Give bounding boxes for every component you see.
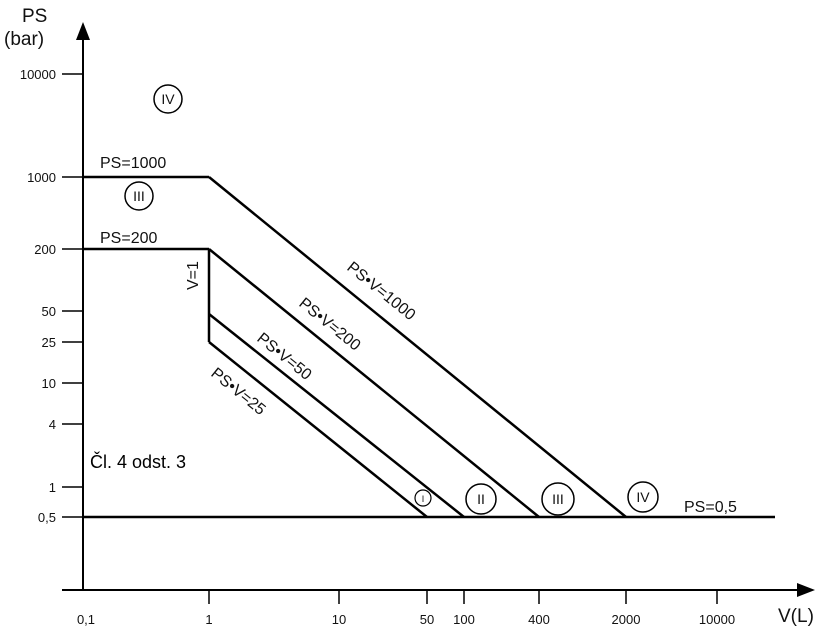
category-circle-1 (414, 489, 432, 507)
x-tick-label: 100 (453, 612, 475, 627)
psv-1000-line (208, 176, 627, 518)
boundary-lines (83, 175, 775, 519)
x-tick-label: 0,1 (77, 612, 95, 627)
category-label-top: IV (161, 91, 175, 107)
category-label-1: I (422, 494, 425, 504)
category-label-4: IV (636, 489, 650, 505)
y-axis-title-line1: PS (22, 6, 47, 27)
category-circles: IV III I II III IV (124, 84, 659, 516)
x-ticks (208, 590, 718, 604)
y-tick-label: 10000 (20, 67, 56, 82)
y-tick-label: 200 (34, 242, 56, 257)
y-tick-label: 1 (49, 480, 56, 495)
y-tick-label: 10 (42, 376, 56, 391)
psv-1000-label: PS•V=1000 (343, 259, 418, 324)
category-circle-2 (465, 483, 497, 515)
v-1-label: V=1 (185, 261, 202, 290)
ps-05-label: PS=0,5 (684, 499, 737, 516)
category-label-3: III (552, 491, 564, 507)
category-circle-top (153, 84, 183, 114)
psv-50-line (208, 313, 465, 518)
category-circle-4 (627, 481, 659, 513)
y-tick-labels: 10000 1000 200 50 25 10 4 1 0,5 (20, 67, 56, 525)
x-axis-arrow (797, 583, 815, 597)
category-circle-3 (541, 482, 575, 516)
y-tick-label: 0,5 (38, 510, 56, 525)
x-tick-label: 2000 (612, 612, 641, 627)
ps-1000-label: PS=1000 (100, 155, 166, 172)
y-ticks (62, 73, 83, 518)
psv-25-line (208, 341, 428, 518)
category-label-2: II (477, 491, 485, 507)
x-tick-label: 50 (420, 612, 434, 627)
x-tick-label: 10 (332, 612, 346, 627)
psv-200-line (208, 248, 540, 518)
x-tick-labels: 0,1 1 10 50 100 400 2000 10000 (77, 612, 735, 627)
y-tick-label: 4 (49, 417, 56, 432)
x-tick-label: 1 (205, 612, 212, 627)
psv-25-label: PS•V=25 (207, 365, 268, 419)
ps-200-label: PS=200 (100, 230, 157, 247)
x-tick-label: 10000 (699, 612, 735, 627)
y-tick-label: 50 (42, 304, 56, 319)
x-tick-label: 400 (528, 612, 550, 627)
y-axis-title-line2: (bar) (4, 29, 44, 50)
article-note: Čl. 4 odst. 3 (90, 451, 186, 472)
y-tick-label: 25 (42, 335, 56, 350)
y-axis-arrow (76, 22, 90, 40)
y-tick-label: 1000 (27, 170, 56, 185)
x-axis-title: V(L) (778, 606, 814, 627)
category-label-upper: III (133, 188, 145, 204)
category-circle-upper (124, 181, 154, 211)
